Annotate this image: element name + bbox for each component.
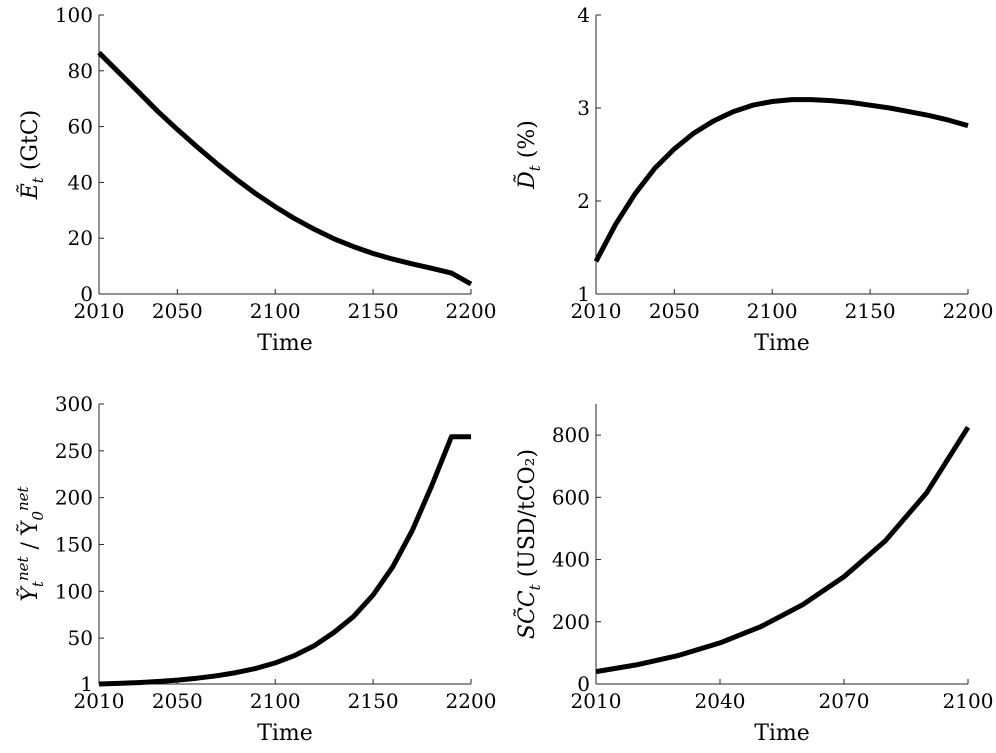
y-tick-label: 1 <box>577 282 590 306</box>
y-tick-label: 250 <box>55 439 93 463</box>
x-tick-label: 2010 <box>571 689 622 713</box>
y-tick-label: 0 <box>577 672 590 696</box>
x-tick-label: 2050 <box>649 299 700 323</box>
x-tick-label: 2100 <box>250 689 301 713</box>
x-tick-label: 2050 <box>152 299 203 323</box>
y-tick-label: 300 <box>55 392 93 416</box>
y-tick-label: 2 <box>577 189 590 213</box>
series-line <box>97 50 473 287</box>
y-tick-label: 20 <box>68 226 93 250</box>
chart-panel-3: 2010 2050 2100 2150 2200150100150200250300Ti… <box>14 392 496 746</box>
x-tick-label: 2100 <box>943 689 994 713</box>
series-line <box>593 97 969 263</box>
x-tick-label: 2200 <box>446 689 497 713</box>
y-axis-label: D̃t (%) <box>514 120 544 190</box>
y-axis-label: SC̃Ct (USD/tCO₂) <box>514 449 544 639</box>
x-tick-label: 2150 <box>845 299 896 323</box>
x-axis-label: Time <box>257 721 313 746</box>
x-axis-label: Time <box>754 331 810 356</box>
chart-panel-1: 2010 2050 2100 2150 2200 0 20 40 60 80 100 Time Ẽt (… <box>15 3 496 356</box>
y-tick-label: 150 <box>55 532 93 556</box>
x-tick-label: 2100 <box>250 299 301 323</box>
x-tick-label: 2070 <box>819 689 870 713</box>
series-line <box>595 425 971 675</box>
y-tick-label: 800 <box>552 423 590 447</box>
chart-panel-2: 2010 2050 2100 2150 2200 1 2 3 4 Time D̃t (%) <box>514 3 993 356</box>
y-tick-label: 80 <box>68 59 93 83</box>
y-tick-label: 40 <box>68 170 93 194</box>
series-line <box>98 434 471 687</box>
y-tick-label: 0 <box>80 282 93 306</box>
x-tick-label: 2050 <box>152 689 203 713</box>
x-tick-label: 2010 <box>74 299 125 323</box>
y-tick-label: 100 <box>55 3 93 27</box>
x-axis-label: Time <box>257 331 313 356</box>
x-tick-label: 2010 <box>571 299 622 323</box>
y-tick-label: 1 <box>80 672 93 696</box>
y-tick-label: 200 <box>55 486 93 510</box>
x-tick-label: 2100 <box>747 299 798 323</box>
y-tick-label: 200 <box>552 610 590 634</box>
y-axis-label: Ỹtnet / Ỹ0net <box>14 485 47 601</box>
x-tick-label: 2150 <box>348 689 399 713</box>
y-tick-label: 50 <box>68 626 93 650</box>
x-tick-label: 2200 <box>943 299 994 323</box>
x-tick-label: 2040 <box>695 689 746 713</box>
y-tick-label: 3 <box>577 96 590 120</box>
y-tick-label: 600 <box>552 485 590 509</box>
x-axis-label: Time <box>754 721 810 746</box>
x-tick-label: 2200 <box>446 299 497 323</box>
x-tick-label: 2150 <box>348 299 399 323</box>
y-tick-label: 60 <box>68 115 93 139</box>
y-tick-label: 100 <box>55 579 93 603</box>
x-tick-label: 2010 <box>74 689 125 713</box>
y-tick-label: 400 <box>552 548 590 572</box>
chart-panel-4: 2010 2040 2070 2100 0 200 400 600 800 Time SC̃Ct (… <box>514 404 993 746</box>
y-axis-label: Ẽt (GtC) <box>15 110 47 201</box>
y-tick-label: 4 <box>577 3 590 27</box>
